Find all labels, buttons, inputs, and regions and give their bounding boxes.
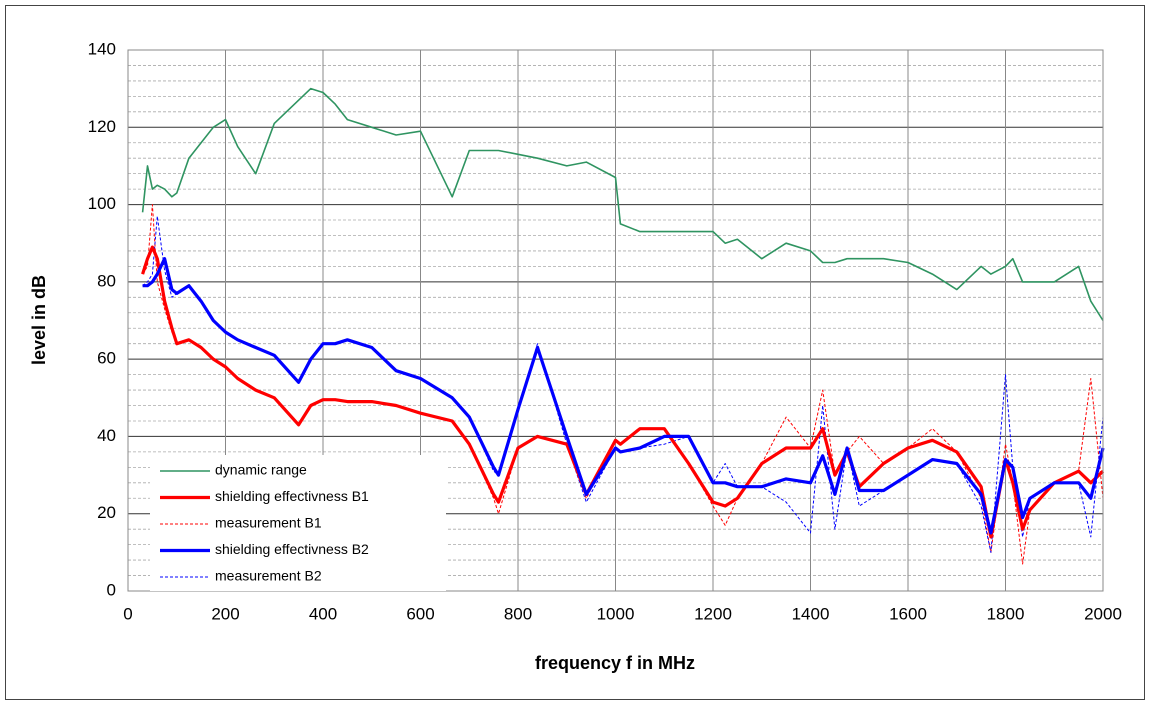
x-tick-label: 800 — [504, 604, 532, 623]
x-tick-label: 400 — [309, 604, 337, 623]
x-tick-label: 600 — [406, 604, 434, 623]
legend: dynamic range shielding effectivness B1 me… — [150, 455, 446, 591]
plot-border — [127, 49, 1104, 592]
frame — [5, 5, 1145, 700]
y-axis-label: level in dB — [29, 275, 49, 365]
y-tick-label: 100 — [88, 194, 116, 213]
y-tick-label: 40 — [97, 426, 116, 445]
legend-label: dynamic range — [215, 462, 307, 478]
y-tick-label: 20 — [97, 503, 116, 522]
x-axis-label: frequency f in MHz — [535, 653, 695, 673]
y-tick-label: 140 — [88, 39, 116, 58]
legend-label: measurement B2 — [215, 568, 322, 584]
y-tick-label: 60 — [97, 349, 116, 368]
y-tick-label: 120 — [88, 117, 116, 136]
y-tick-label: 0 — [107, 580, 116, 599]
x-tick-label: 1000 — [597, 604, 635, 623]
plot-lines — [141, 87, 1105, 565]
x-tick-label: 0 — [123, 604, 132, 623]
x-tick-label: 1200 — [694, 604, 732, 623]
x-tick-label: 1400 — [792, 604, 830, 623]
x-tick-label: 200 — [211, 604, 239, 623]
x-tick-label: 2000 — [1084, 604, 1122, 623]
legend-box — [150, 455, 446, 591]
series-line — [142, 257, 1105, 535]
x-tick-label: 1600 — [889, 604, 927, 623]
legend-label: shielding effectivness B1 — [215, 488, 369, 504]
legend-label: shielding effectivness B2 — [215, 541, 369, 557]
legend-label: measurement B1 — [215, 515, 322, 531]
y-tick-label: 80 — [97, 271, 116, 290]
x-tick-label: 1800 — [987, 604, 1025, 623]
series-line — [141, 87, 1104, 321]
